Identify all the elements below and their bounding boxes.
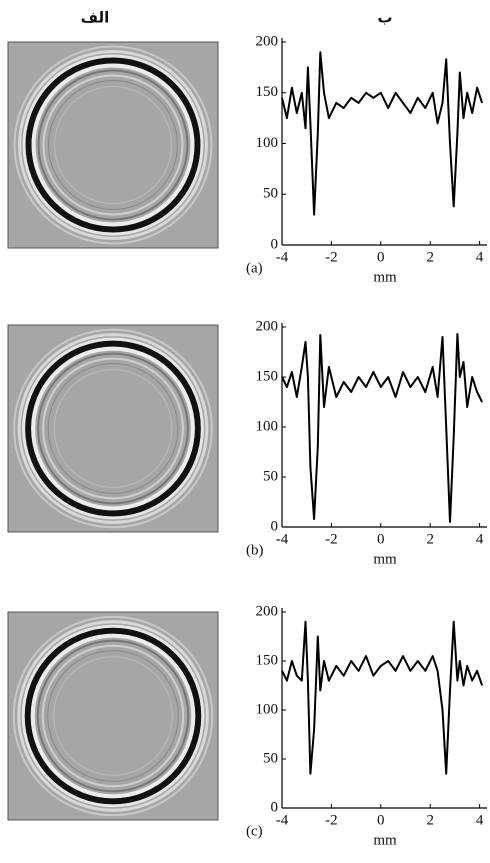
x-tick-label: 4 — [476, 812, 484, 828]
ring — [13, 328, 213, 529]
y-tick-label: 150 — [256, 652, 279, 668]
ring — [17, 333, 209, 524]
panel-label: (b) — [246, 542, 264, 558]
panel-label: (a) — [246, 260, 263, 276]
ring — [31, 63, 195, 227]
ring — [25, 57, 201, 233]
x-axis-label: mm — [373, 269, 397, 285]
x-tick-label: 2 — [426, 812, 434, 828]
micrograph — [7, 324, 219, 533]
ring — [53, 656, 173, 776]
x-axis-label: mm — [373, 551, 397, 567]
y-tick-label: 200 — [256, 318, 279, 334]
ring — [24, 627, 202, 805]
ring — [30, 633, 196, 799]
ring — [36, 639, 190, 793]
x-tick-label: 4 — [476, 249, 484, 265]
y-tick-label: 150 — [256, 368, 279, 384]
ring — [54, 86, 172, 204]
x-tick-label: -2 — [325, 249, 338, 265]
y-tick-label: 0 — [271, 518, 279, 534]
micrograph — [7, 611, 219, 821]
ring — [22, 337, 204, 520]
x-tick-label: 4 — [476, 531, 484, 547]
ring — [47, 650, 179, 782]
ring — [18, 50, 208, 240]
ring — [47, 363, 179, 494]
ring — [48, 80, 178, 210]
y-tick-label: 150 — [256, 84, 279, 100]
x-tick-label: 0 — [377, 812, 385, 828]
ring — [12, 615, 214, 817]
ring — [37, 352, 189, 505]
y-tick-label: 200 — [256, 33, 279, 49]
ring — [22, 54, 204, 236]
data-line — [281, 620, 484, 775]
ring — [17, 620, 209, 812]
y-tick-label: 50 — [263, 750, 278, 766]
ring — [31, 346, 195, 511]
x-tick-label: -4 — [276, 812, 289, 828]
y-tick-label: 50 — [263, 468, 278, 484]
ring — [25, 340, 201, 517]
x-tick-label: 2 — [426, 249, 434, 265]
ring — [42, 357, 184, 500]
x-tick-label: -2 — [325, 812, 338, 828]
x-tick-label: -2 — [325, 531, 338, 547]
data-line — [281, 333, 483, 523]
y-tick-label: 50 — [263, 186, 278, 202]
column-header: الف — [81, 9, 110, 27]
x-tick-label: 0 — [377, 531, 385, 547]
ring — [42, 74, 184, 216]
ring — [21, 624, 205, 808]
panel-label: (c) — [246, 823, 263, 839]
y-tick-label: 100 — [256, 135, 279, 151]
column-header: ب — [377, 9, 392, 27]
x-tick-label: 2 — [426, 531, 434, 547]
y-tick-label: 200 — [256, 603, 279, 619]
x-tick-label: 0 — [377, 249, 385, 265]
data-line — [281, 51, 484, 216]
y-tick-label: 100 — [256, 701, 279, 717]
ring — [53, 369, 173, 488]
x-tick-label: -4 — [276, 531, 289, 547]
y-tick-label: 0 — [271, 236, 279, 252]
y-tick-label: 0 — [271, 799, 279, 815]
x-tick-label: -4 — [276, 249, 289, 265]
ring — [13, 45, 213, 245]
x-axis-label: mm — [373, 832, 397, 848]
ring — [41, 644, 185, 788]
ring — [37, 69, 189, 221]
y-tick-label: 100 — [256, 418, 279, 434]
